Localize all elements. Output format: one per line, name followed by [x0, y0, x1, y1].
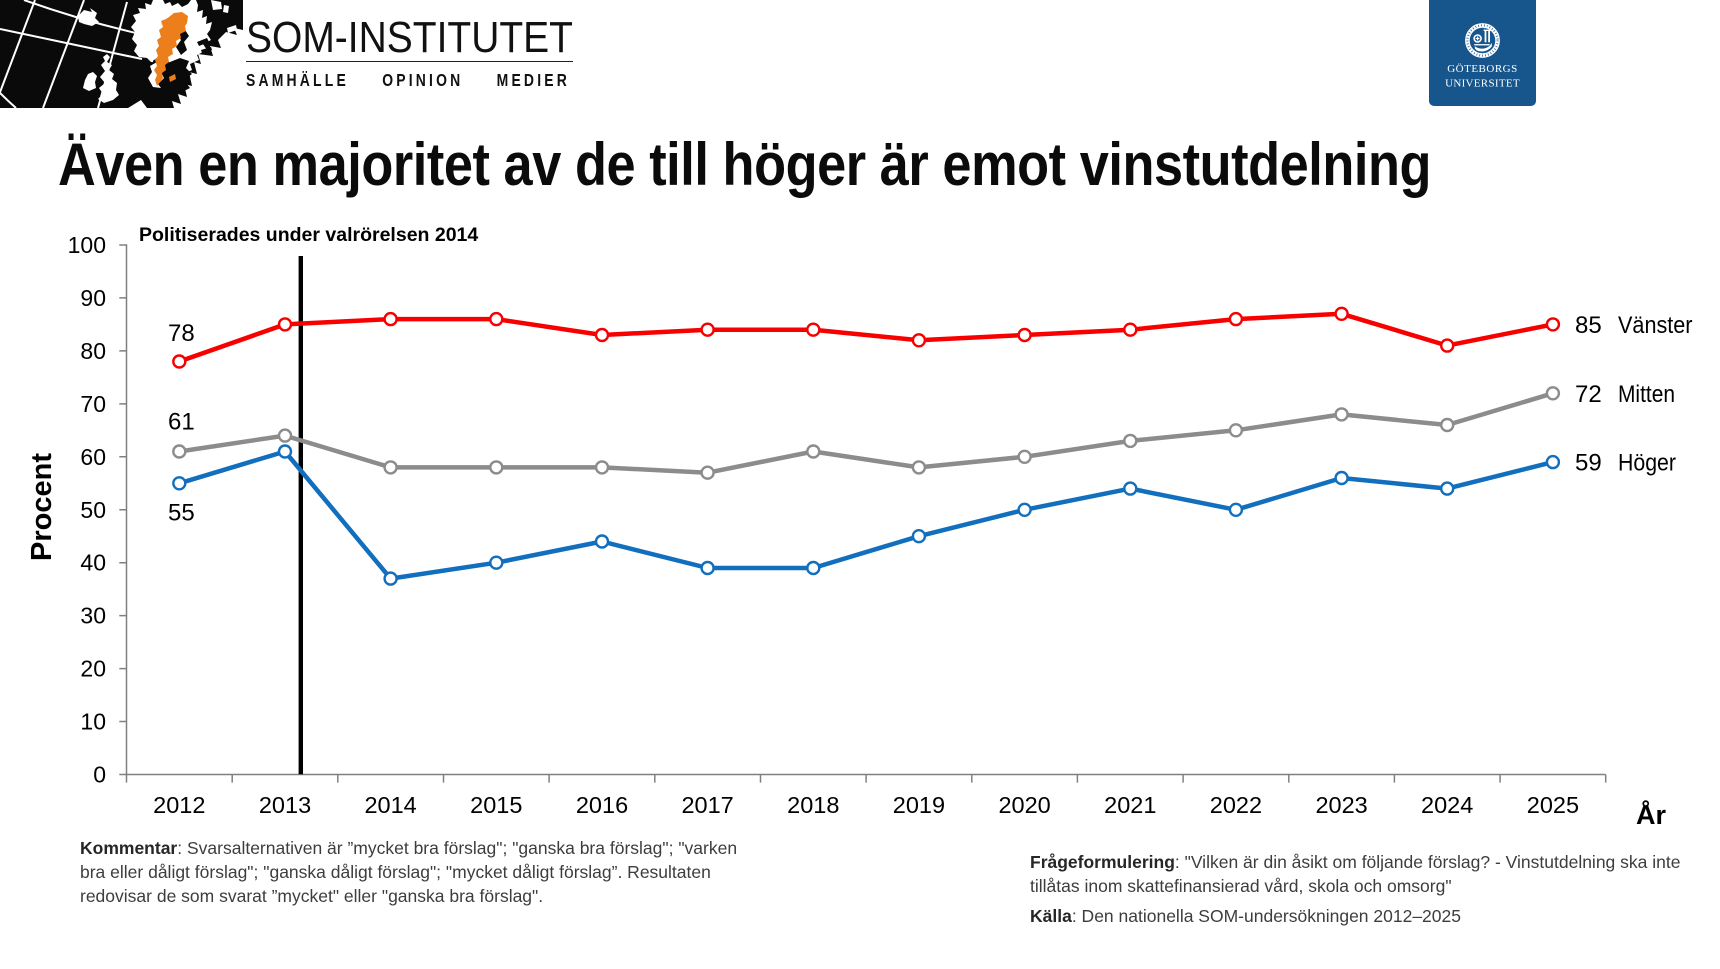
svg-text:0: 0: [93, 762, 106, 788]
svg-text:2019: 2019: [893, 792, 945, 818]
svg-text:70: 70: [80, 391, 106, 417]
svg-text:90: 90: [80, 285, 106, 311]
svg-text:59: 59: [1575, 450, 1602, 477]
svg-text:2013: 2013: [259, 792, 311, 818]
svg-text:20: 20: [80, 656, 106, 682]
svg-text:61: 61: [168, 409, 195, 436]
svg-text:2021: 2021: [1104, 792, 1156, 818]
svg-text:50: 50: [80, 497, 106, 523]
svg-text:100: 100: [68, 232, 106, 258]
svg-text:2023: 2023: [1315, 792, 1367, 818]
svg-text:55: 55: [168, 500, 195, 527]
svg-text:Höger: Höger: [1618, 450, 1676, 477]
svg-text:Mitten: Mitten: [1618, 381, 1675, 408]
svg-text:78: 78: [168, 320, 195, 347]
svg-text:40: 40: [80, 550, 106, 576]
svg-text:60: 60: [80, 444, 106, 470]
svg-text:72: 72: [1575, 381, 1602, 408]
svg-text:2012: 2012: [153, 792, 205, 818]
svg-text:2014: 2014: [364, 792, 416, 818]
svg-text:2025: 2025: [1527, 792, 1579, 818]
svg-text:85: 85: [1575, 312, 1602, 339]
svg-text:2016: 2016: [576, 792, 628, 818]
svg-text:80: 80: [80, 338, 106, 364]
svg-text:2018: 2018: [787, 792, 839, 818]
svg-text:10: 10: [80, 709, 106, 735]
svg-text:2020: 2020: [998, 792, 1050, 818]
svg-text:2015: 2015: [470, 792, 522, 818]
svg-text:2017: 2017: [681, 792, 733, 818]
svg-text:UNIVERSITET: UNIVERSITET: [1445, 77, 1520, 89]
svg-text:År: År: [1636, 799, 1666, 830]
svg-text:2024: 2024: [1421, 792, 1473, 818]
svg-text:30: 30: [80, 603, 106, 629]
svg-text:Procent: Procent: [26, 453, 58, 561]
svg-text:Vänster: Vänster: [1618, 312, 1693, 339]
svg-text:2022: 2022: [1210, 792, 1262, 818]
svg-text:GÖTEBORGS: GÖTEBORGS: [1447, 63, 1518, 75]
